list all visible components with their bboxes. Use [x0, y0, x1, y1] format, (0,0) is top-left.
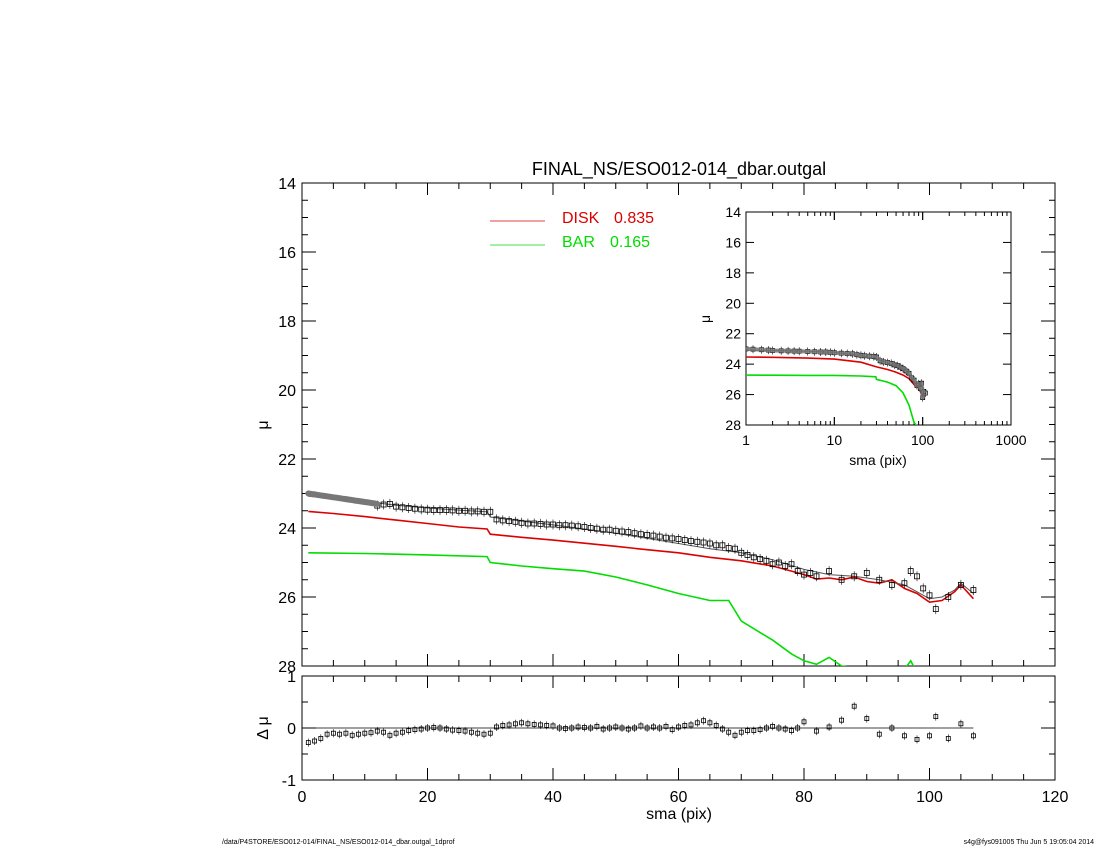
- inset-y-tick-label: 16: [725, 234, 741, 250]
- residual-y-tick-label: 0: [287, 721, 296, 738]
- main-y-tick-label: 28: [278, 659, 296, 676]
- residual-y-tick-label: 1: [287, 669, 296, 686]
- inset-y-tick-label: 26: [725, 387, 741, 403]
- chart-title: FINAL_NS/ESO012-014_dbar.outgal: [532, 159, 826, 180]
- residual-x-tick-label: 80: [795, 789, 813, 806]
- inset-ticks: 14 16 18 20 22 24 26 281 10 100 1000: [725, 204, 1026, 448]
- main-series: [305, 490, 977, 666]
- inset-x-axis-label: sma (pix): [849, 452, 907, 468]
- main-series-line-disk: [308, 510, 974, 604]
- main-panel: 14 16 18 20 22 24 26 28 μ: [255, 176, 1056, 676]
- main-y-tick-label: 14: [278, 176, 296, 193]
- residual-x-tick-label: 60: [670, 789, 688, 806]
- inset-y-tick-label: 20: [725, 295, 741, 311]
- legend-disk-value: 0.835: [614, 210, 654, 227]
- inset-dense-profile: [746, 346, 927, 400]
- inset-y-tick-label: 22: [725, 326, 741, 342]
- inset-x-tick-label: 10: [827, 432, 843, 448]
- residual-x-tick-label: 0: [298, 789, 307, 806]
- residual-x-tick-label: 100: [916, 789, 943, 806]
- main-y-tick-label: 16: [278, 245, 296, 262]
- inset-x-tick-label: 1000: [995, 432, 1026, 448]
- inset-series-line-bar: [746, 374, 918, 425]
- inset-y-tick-label: 28: [725, 417, 741, 433]
- footer-file-path: /data/P4STORE/ESO012-014/FINAL_NS/ESO012…: [222, 839, 455, 846]
- residual-series: [305, 702, 976, 747]
- main-y-tick-label: 18: [278, 314, 296, 331]
- inset-y-tick-label: 14: [725, 204, 741, 220]
- legend-bar-value: 0.165: [610, 234, 650, 251]
- residual-panel: 10-10 20 40 60 80 100 120 Δ μ sma (pix): [255, 669, 1068, 823]
- residual-x-axis-label: sma (pix): [646, 806, 712, 823]
- residual-x-tick-label: 20: [419, 789, 437, 806]
- main-y-tick-label: 24: [278, 521, 296, 538]
- residual-ticks: 10-10 20 40 60 80 100 120: [282, 669, 1069, 806]
- main-ticks: 14 16 18 20 22 24 26 28: [278, 176, 1056, 676]
- residual-x-tick-label: 120: [1042, 789, 1069, 806]
- main-y-tick-label: 22: [278, 452, 296, 469]
- inset-y-tick-label: 24: [725, 356, 741, 372]
- inset-y-axis-label: μ: [697, 315, 713, 323]
- residual-y-axis-label: Δ μ: [255, 716, 272, 739]
- inset-y-tick-label: 18: [725, 265, 741, 281]
- inset-x-tick-label: 1: [742, 432, 750, 448]
- main-y-tick-label: 20: [278, 383, 296, 400]
- main-dense-inner-profile: [305, 490, 381, 507]
- residual-y-tick-label: -1: [282, 773, 296, 790]
- inset-panel: 14 16 18 20 22 24 26 281 10 100 1000 μ sma (pix): [697, 204, 1027, 468]
- inset-x-tick-label: 100: [911, 432, 935, 448]
- footer-timestamp: s4g@fys091005 Thu Jun 5 19:05:04 2014: [963, 839, 1094, 846]
- main-y-axis-label: μ: [255, 420, 272, 429]
- main-y-tick-label: 26: [278, 590, 296, 607]
- legend: DISK 0.835 BAR 0.165: [490, 210, 654, 251]
- inset-series: [746, 344, 928, 425]
- inset-plot-frame: [745, 211, 1012, 426]
- residual-x-tick-label: 40: [544, 789, 562, 806]
- legend-bar-label: BAR: [562, 234, 595, 251]
- main-series-line-bar: [308, 552, 915, 666]
- legend-disk-label: DISK: [562, 210, 600, 227]
